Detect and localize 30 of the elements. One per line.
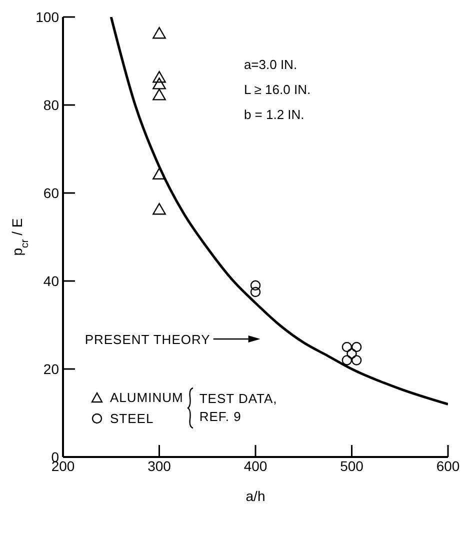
point bbox=[152, 88, 166, 100]
x-axis-title: a/h bbox=[246, 488, 266, 504]
point bbox=[250, 280, 261, 291]
point bbox=[152, 78, 166, 90]
annotation: PRESENT THEORY bbox=[84, 332, 210, 347]
point bbox=[250, 286, 261, 298]
legend-label: STEEL bbox=[110, 411, 154, 426]
x-tick-label: 400 bbox=[244, 458, 268, 474]
point bbox=[342, 355, 352, 366]
point bbox=[152, 202, 166, 215]
y-tick-label: 80 bbox=[43, 96, 60, 113]
point bbox=[152, 70, 166, 83]
x-tick-label: 500 bbox=[340, 458, 364, 474]
point bbox=[351, 355, 362, 366]
legend-label: ALUMINUM bbox=[110, 390, 184, 405]
point bbox=[342, 342, 352, 352]
point bbox=[346, 348, 357, 359]
x-tick-label: 300 bbox=[148, 458, 172, 474]
point bbox=[351, 342, 362, 352]
point bbox=[152, 168, 166, 180]
y-tick-label: 100 bbox=[36, 8, 60, 25]
annotation: a=3.0 IN. bbox=[244, 57, 298, 72]
legend-title: TEST DATA, REF. 9 bbox=[199, 390, 278, 426]
y-tick-label: 60 bbox=[43, 184, 60, 201]
x-tick-label: 600 bbox=[436, 458, 460, 474]
annotation: b = 1.2 IN. bbox=[244, 107, 304, 122]
y-tick-label: 40 bbox=[43, 272, 60, 289]
annotation: L ≥ 16.0 IN. bbox=[244, 82, 311, 97]
y-tick-label: 20 bbox=[43, 360, 60, 377]
point bbox=[152, 26, 166, 39]
